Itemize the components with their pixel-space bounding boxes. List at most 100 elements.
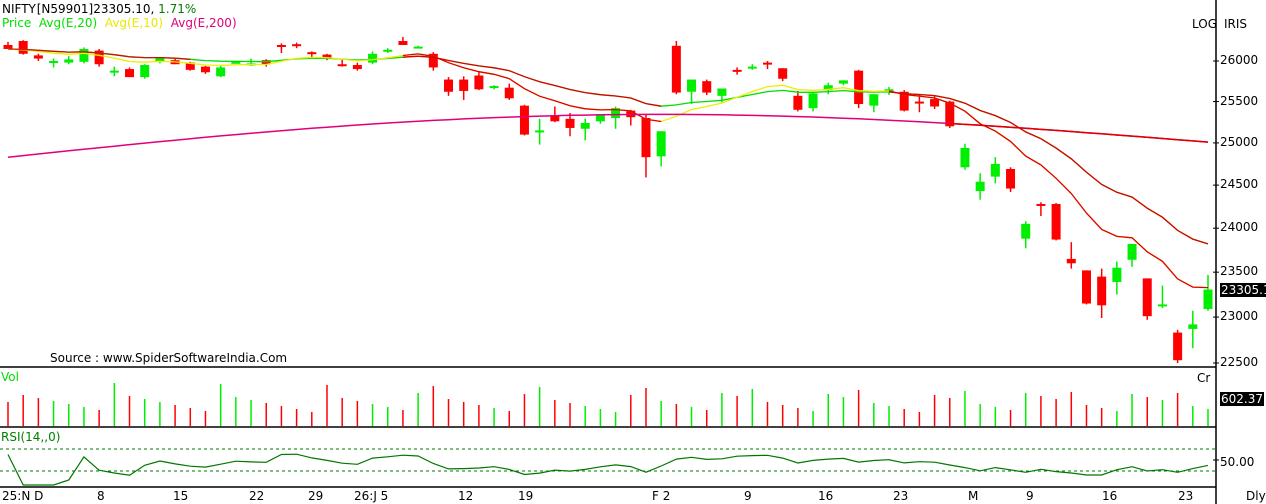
price-tick-label: 22500 — [1220, 355, 1259, 369]
bearish-candle — [307, 52, 317, 55]
bullish-candle — [109, 70, 119, 73]
bullish-candle — [990, 163, 1000, 177]
symbol-code: [N59901] — [36, 2, 94, 16]
bearish-candle — [778, 68, 788, 79]
bearish-candle — [671, 45, 681, 93]
rsi-tick-50: 50.00 — [1220, 455, 1255, 469]
bullish-candle — [687, 79, 697, 92]
bullish-candle — [1021, 223, 1031, 239]
bullish-candle — [49, 61, 59, 63]
date-tick-label: 26:J 5 — [354, 489, 389, 503]
symbol-name: NIFTY — [2, 2, 36, 16]
bearish-candle — [474, 75, 484, 90]
bullish-candle — [79, 48, 89, 62]
date-tick-label: 15 — [173, 489, 189, 503]
log-scale-toggle[interactable]: LOG — [1192, 17, 1218, 31]
bearish-candle — [3, 44, 13, 49]
bullish-candle — [216, 67, 226, 77]
rsi-panel-label: RSI(14,,0) — [1, 430, 61, 444]
bullish-candle — [823, 85, 833, 91]
bullish-candle — [231, 61, 241, 64]
bullish-candle — [368, 53, 378, 63]
bearish-candle — [702, 81, 712, 93]
bearish-candle — [444, 79, 454, 92]
bullish-candle — [580, 122, 590, 129]
date-tick-label: 23 — [1178, 489, 1194, 503]
change-percent: 1.71% — [158, 2, 197, 16]
bearish-candle — [185, 62, 195, 70]
bearish-candle — [504, 87, 514, 99]
price-tick-label: 24000 — [1220, 220, 1259, 235]
bullish-candle — [1203, 289, 1213, 309]
bullish-candle — [155, 57, 165, 62]
legend-ema10[interactable]: Avg(E,10) — [104, 16, 164, 30]
bearish-candle — [18, 41, 28, 54]
bearish-candle — [519, 105, 529, 135]
bearish-candle — [1097, 276, 1107, 306]
bearish-candle — [732, 69, 742, 72]
bullish-candle — [413, 46, 423, 49]
date-tick-label: 8 — [97, 489, 105, 503]
period-label[interactable]: Dly — [1246, 489, 1266, 503]
bearish-candle — [930, 99, 940, 107]
bearish-candle — [1006, 168, 1016, 189]
bearish-candle — [914, 101, 924, 104]
bearish-candle — [1036, 203, 1046, 206]
source-text: Source : www.SpiderSoftwareIndia.Com — [50, 351, 288, 365]
bullish-candle — [1188, 324, 1198, 329]
bullish-candle — [869, 94, 879, 106]
bearish-candle — [1142, 278, 1152, 317]
bearish-candle — [793, 95, 803, 110]
ema200-bearish-segment — [949, 122, 1209, 143]
bullish-candle — [489, 86, 499, 89]
chart-title: NIFTY [N59901]23305.10, 1.71% — [2, 2, 196, 16]
bullish-candle — [595, 114, 605, 122]
bearish-candle — [1051, 203, 1061, 240]
bearish-candle — [276, 44, 286, 47]
legend-ema200[interactable]: Avg(E,200) — [170, 16, 237, 30]
date-tick-label: 16 — [1102, 489, 1118, 503]
bearish-candle — [398, 41, 408, 45]
bullish-candle — [1127, 243, 1137, 260]
bullish-candle — [1112, 267, 1122, 282]
bullish-candle — [64, 59, 74, 63]
legend: Price Avg(E,20) Avg(E,10) Avg(E,200) — [2, 16, 237, 30]
bearish-candle — [292, 44, 302, 47]
ema10-line — [7, 48, 1209, 289]
date-tick-label: F 2 — [652, 489, 671, 503]
price-tick-label: 24500 — [1220, 177, 1259, 192]
date-tick-label: 9 — [744, 489, 752, 503]
bearish-candle — [33, 55, 43, 59]
bearish-candle — [1173, 332, 1183, 361]
legend-ema20[interactable]: Avg(E,20) — [38, 16, 98, 30]
ema200-line — [7, 113, 1209, 158]
price-tick-label: 25000 — [1220, 134, 1259, 149]
bullish-candle — [975, 181, 985, 192]
ema10-bearish-segment — [402, 53, 662, 123]
price-tick-label: 23500 — [1220, 264, 1259, 279]
bearish-candle — [322, 54, 332, 59]
bullish-candle — [611, 108, 621, 119]
bullish-candle — [656, 131, 666, 157]
provider-label: IRIS — [1224, 17, 1248, 31]
bearish-candle — [899, 91, 909, 111]
price-tick-label: 25500 — [1220, 93, 1259, 108]
ema20-bearish-segment-late — [888, 91, 1209, 245]
bearish-candle — [337, 64, 347, 67]
bearish-candle — [945, 101, 955, 127]
rsi-line — [7, 453, 1209, 486]
bearish-candle — [94, 50, 104, 65]
bearish-candle — [200, 66, 210, 73]
ema-bearish-segment-early — [7, 48, 191, 60]
date-tick-label: 9 — [1026, 489, 1034, 503]
legend-price[interactable]: Price — [2, 16, 32, 30]
bearish-candle — [1066, 258, 1076, 264]
spacer — [8, 56, 266, 106]
date-tick-label: 16 — [818, 489, 834, 503]
date-tick-label: 23 — [893, 489, 909, 503]
bullish-candle — [383, 49, 393, 52]
bullish-candle — [140, 65, 150, 78]
date-tick-label: 19 — [518, 489, 534, 503]
ema10-bearish-segment-late — [888, 90, 1209, 289]
